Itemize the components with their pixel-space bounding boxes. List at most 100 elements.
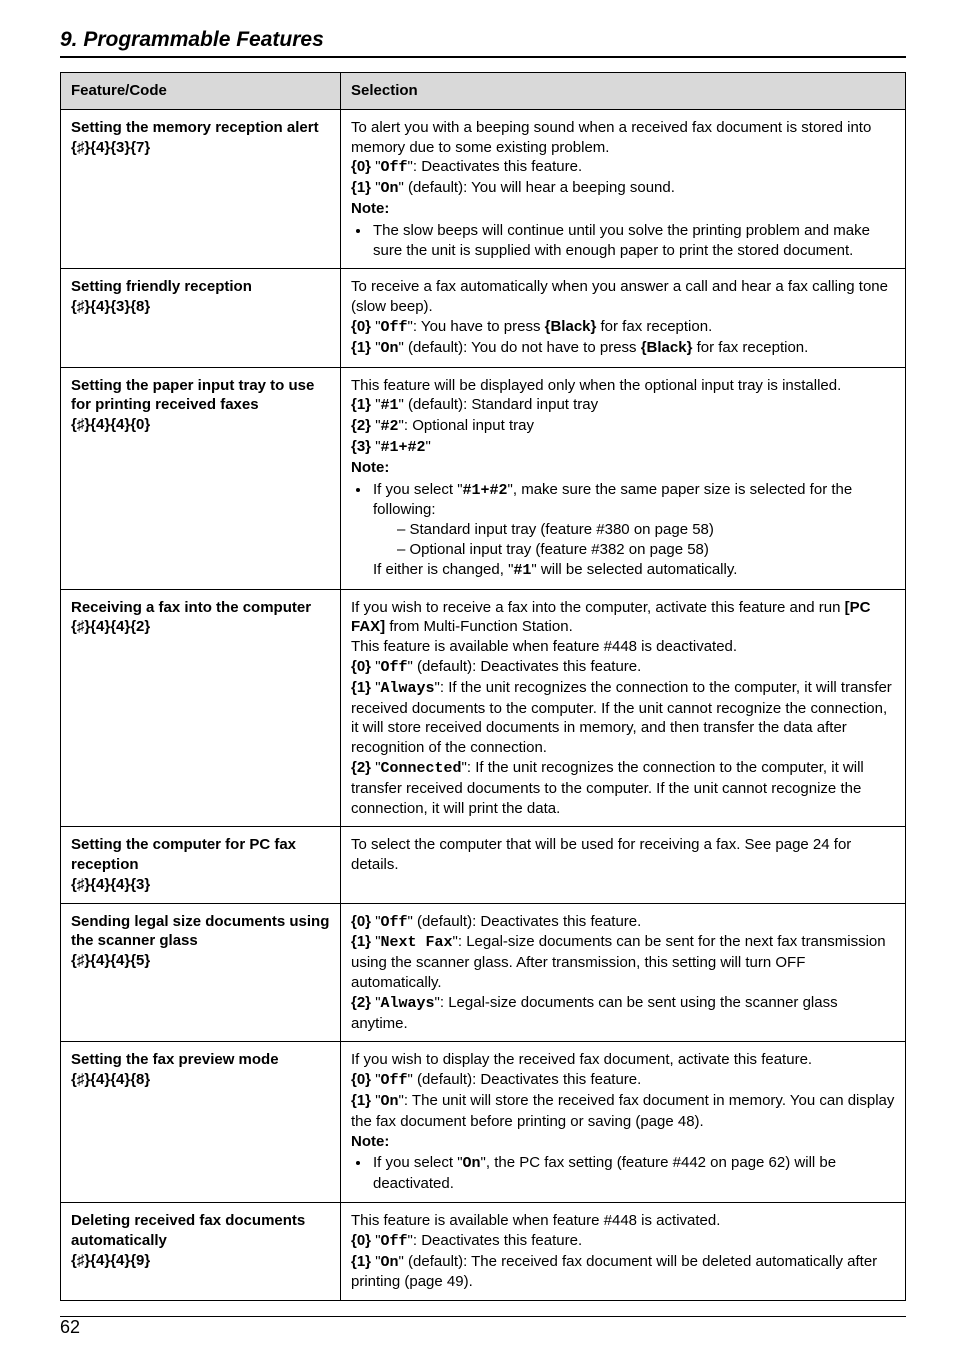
t: " — [371, 994, 381, 1011]
opt-key: {0} — [351, 1232, 371, 1249]
t: " — [371, 179, 381, 196]
opt-val: Off — [381, 319, 408, 336]
selection-text: This feature is available when feature #… — [351, 638, 737, 655]
note-label: Note: — [351, 459, 389, 476]
t: " — [371, 679, 381, 696]
feature-title: Receiving a fax into the computer — [71, 599, 311, 616]
note-item: The slow beeps will continue until you s… — [371, 221, 895, 261]
feature-cell: Sending legal size documents using the s… — [61, 903, 341, 1042]
t: " — [371, 658, 381, 675]
table-row: Setting the fax preview mode {♯}{4}{4}{8… — [61, 1042, 906, 1203]
t: " — [371, 759, 381, 776]
feature-cell: Receiving a fax into the computer {♯}{4}… — [61, 589, 341, 827]
t: " — [371, 417, 381, 434]
selection-cell: To alert you with a beeping sound when a… — [341, 109, 906, 269]
t: " (default): Deactivates this feature. — [408, 658, 642, 675]
selection-text: This feature is available when feature #… — [351, 1212, 720, 1229]
note-item: If you select "#1+#2", make sure the sam… — [371, 480, 895, 581]
feature-title: Setting the computer for PC fax receptio… — [71, 836, 296, 873]
feature-cell: Setting the fax preview mode {♯}{4}{4}{8… — [61, 1042, 341, 1203]
feature-code: {♯}{4}{4}{8} — [71, 1071, 150, 1088]
t: ": You have to press — [408, 318, 545, 335]
opt-val: #1+#2 — [381, 439, 426, 456]
t: " (default): Standard input tray — [399, 396, 599, 413]
t: ": Deactivates this feature. — [408, 158, 583, 175]
note-label: Note: — [351, 1133, 389, 1150]
opt-key: {2} — [351, 994, 371, 1011]
opt-key: {1} — [351, 679, 371, 696]
t: " (default): The received fax document w… — [351, 1253, 877, 1291]
note-label: Note: — [351, 200, 389, 217]
t: If you select " — [373, 1154, 463, 1171]
selection-cell: To select the computer that will be used… — [341, 827, 906, 903]
section-title: 9. Programmable Features — [60, 28, 906, 52]
key-ref: {Black} — [641, 339, 693, 356]
selection-cell: This feature is available when feature #… — [341, 1203, 906, 1301]
opt-val: #2 — [381, 418, 399, 435]
col-feature: Feature/Code — [61, 73, 341, 110]
t: " — [371, 396, 381, 413]
opt-key: {1} — [351, 339, 371, 356]
table-row: Sending legal size documents using the s… — [61, 903, 906, 1042]
t: If either is changed, " — [373, 561, 513, 578]
selection-text: This feature will be displayed only when… — [351, 377, 841, 394]
opt-val: On — [381, 1093, 399, 1110]
t: " (default): Deactivates this feature. — [408, 1071, 642, 1088]
opt-val: On — [381, 340, 399, 357]
features-table: Feature/Code Selection Setting the memor… — [60, 72, 906, 1301]
selection-cell: To receive a fax automatically when you … — [341, 269, 906, 367]
opt-val: #1 — [381, 397, 399, 414]
opt-key: {1} — [351, 179, 371, 196]
t: for fax reception. — [692, 339, 808, 356]
opt-key: {2} — [351, 759, 371, 776]
opt-key: {0} — [351, 318, 371, 335]
note-list: The slow beeps will continue until you s… — [351, 221, 895, 261]
sub-item: – Optional input tray (feature #382 on p… — [397, 540, 895, 560]
key-ref: {Black} — [545, 318, 597, 335]
col-selection: Selection — [341, 73, 906, 110]
feature-title: Sending legal size documents using the s… — [71, 913, 329, 950]
t: " — [371, 318, 381, 335]
feature-code: {♯}{4}{4}{2} — [71, 618, 150, 635]
opt-key: {0} — [351, 1071, 371, 1088]
opt-key: {0} — [351, 158, 371, 175]
selection-cell: {0} "Off" (default): Deactivates this fe… — [341, 903, 906, 1042]
t: " — [371, 1071, 381, 1088]
t: " — [371, 1232, 381, 1249]
opt-val: Off — [381, 659, 408, 676]
selection-cell: This feature will be displayed only when… — [341, 367, 906, 589]
t: " — [371, 933, 381, 950]
note-list: If you select "#1+#2", make sure the sam… — [351, 480, 895, 581]
table-row: Deleting received fax documents automati… — [61, 1203, 906, 1301]
table-header-row: Feature/Code Selection — [61, 73, 906, 110]
opt-val: Always — [381, 995, 435, 1012]
table-row: Setting the memory reception alert {♯}{4… — [61, 109, 906, 269]
page-number: 62 — [60, 1313, 80, 1338]
selection-cell: If you wish to receive a fax into the co… — [341, 589, 906, 827]
t: " (default): You will hear a beeping sou… — [399, 179, 675, 196]
opt-key: {2} — [351, 417, 371, 434]
feature-code: {♯}{4}{3}{8} — [71, 298, 150, 315]
opt-val: On — [381, 1254, 399, 1271]
opt-key: {1} — [351, 1253, 371, 1270]
t: from Multi-Function Station. — [385, 618, 573, 635]
t: for fax reception. — [596, 318, 712, 335]
feature-code: {♯}{4}{4}{0} — [71, 416, 150, 433]
opt-val: On — [381, 180, 399, 197]
opt-val: Off — [381, 1233, 408, 1250]
selection-cell: If you wish to display the received fax … — [341, 1042, 906, 1203]
feature-code: {♯}{4}{4}{5} — [71, 952, 150, 969]
sub-list: – Standard input tray (feature #380 on p… — [373, 520, 895, 560]
footer-rule — [60, 1316, 906, 1317]
t: ": The unit will store the received fax … — [351, 1092, 894, 1130]
feature-code: {♯}{4}{4}{3} — [71, 876, 150, 893]
feature-cell: Setting the paper input tray to use for … — [61, 367, 341, 589]
feature-cell: Setting the memory reception alert {♯}{4… — [61, 109, 341, 269]
t: " — [371, 913, 381, 930]
header-rule — [60, 56, 906, 58]
t: ": Deactivates this feature. — [408, 1232, 583, 1249]
t: " — [371, 438, 381, 455]
feature-cell: Setting friendly reception {♯}{4}{3}{8} — [61, 269, 341, 367]
selection-text: To select the computer that will be used… — [351, 836, 851, 873]
t: " — [371, 1253, 381, 1270]
